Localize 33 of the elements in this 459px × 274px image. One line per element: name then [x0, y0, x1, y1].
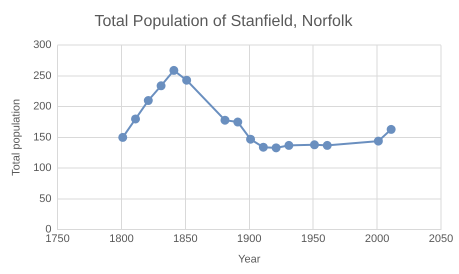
point — [169, 66, 178, 75]
point — [284, 140, 294, 150]
point — [310, 140, 319, 150]
point — [131, 114, 140, 124]
point — [144, 96, 153, 106]
point — [258, 142, 268, 152]
x-tick-label: 1950 — [300, 233, 326, 246]
y-tick-label: 300 — [33, 39, 52, 52]
y-tick-label: 200 — [33, 100, 52, 113]
y-tick-label: 100 — [33, 162, 52, 174]
y-tick-label: 150 — [33, 131, 52, 144]
point — [374, 136, 383, 146]
x-tick-label: 1800 — [109, 233, 134, 246]
x-axis-title: Year — [238, 253, 261, 266]
y-tick-label: 250 — [33, 70, 52, 82]
y-tick-label: 0 — [45, 224, 52, 236]
y-axis-title: Total population — [10, 98, 23, 176]
point — [182, 76, 192, 85]
x-tick-label: 2050 — [428, 233, 454, 246]
chart-title: Total Population of Stanfield, Norfolk — [94, 13, 354, 30]
point — [386, 124, 396, 134]
point — [233, 118, 242, 127]
point — [156, 81, 166, 90]
point — [272, 143, 281, 152]
point — [246, 134, 256, 144]
x-tick-label: 2000 — [364, 233, 390, 246]
point — [322, 140, 332, 150]
y-tick-label: 50 — [39, 192, 52, 205]
x-tick-label: 1900 — [237, 233, 262, 246]
point — [220, 116, 230, 125]
point — [118, 132, 128, 142]
x-tick-label: 1850 — [173, 233, 198, 246]
x-tick-label: 1750 — [45, 233, 70, 246]
